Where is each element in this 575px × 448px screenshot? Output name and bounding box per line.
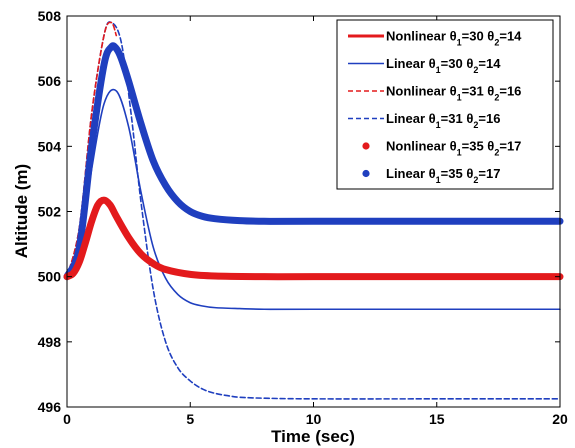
theta1-value: 35	[469, 139, 483, 154]
theta1-value: 35	[448, 166, 462, 181]
theta-symbol: θ	[463, 166, 474, 181]
theta1-value: 31	[469, 84, 483, 99]
theta-symbol: θ	[463, 56, 474, 71]
x-tick-label: 20	[552, 411, 568, 427]
theta-subscript: 1	[436, 175, 441, 185]
equals-sign: =	[441, 56, 449, 71]
legend-prefix: Nonlinear	[386, 139, 450, 154]
theta1-value: 30	[469, 29, 483, 44]
equals-sign: =	[462, 139, 470, 154]
theta-subscript: 1	[436, 65, 441, 75]
series-line-1	[65, 198, 562, 279]
y-tick-label: 506	[38, 73, 62, 89]
equals-sign: =	[478, 56, 486, 71]
y-tick-label: 508	[38, 8, 62, 24]
theta-symbol: θ	[429, 111, 436, 126]
y-tick-label: 500	[38, 269, 62, 285]
theta2-value: 16	[507, 84, 521, 99]
y-tick-label: 502	[38, 204, 62, 220]
equals-sign: =	[499, 84, 507, 99]
x-tick-label: 15	[429, 411, 445, 427]
theta-subscript: 1	[457, 148, 462, 158]
theta-symbol: θ	[450, 84, 457, 99]
theta-subscript: 2	[494, 38, 499, 48]
theta-symbol: θ	[450, 139, 457, 154]
series-line-2	[66, 88, 561, 311]
series-line-6	[63, 42, 564, 281]
theta2-value: 17	[486, 166, 500, 181]
theta-subscript: 1	[457, 38, 462, 48]
x-tick-label: 10	[306, 411, 322, 427]
theta2-value: 16	[486, 111, 500, 126]
legend-box	[336, 19, 554, 190]
theta-subscript: 1	[457, 93, 462, 103]
y-tick-label: 496	[38, 399, 62, 415]
theta1-value: 30	[448, 56, 462, 71]
equals-sign: =	[499, 139, 507, 154]
theta2-value: 17	[507, 139, 521, 154]
equals-sign: =	[478, 111, 486, 126]
y-axis-label: Altitude (m)	[12, 164, 31, 258]
x-axis-label: Time (sec)	[271, 427, 355, 446]
theta-subscript: 2	[473, 120, 478, 130]
legend-label-1: Nonlinear θ1=30 θ2=14	[386, 29, 522, 48]
theta-symbol: θ	[450, 29, 457, 44]
legend-marker-6	[362, 169, 370, 178]
legend-label-6: Linear θ1=35 θ2=17	[386, 166, 500, 185]
ticks-layer: 0 5 10 15 20 496 498 500 502 504 506 508	[38, 8, 568, 427]
legend-label-2: Linear θ1=30 θ2=14	[386, 56, 501, 75]
theta-subscript: 2	[494, 93, 499, 103]
legend-prefix: Nonlinear	[386, 84, 450, 99]
theta-subscript: 2	[494, 148, 499, 158]
theta-subscript: 1	[436, 120, 441, 130]
equals-sign: =	[478, 166, 486, 181]
x-tick-label: 0	[63, 411, 71, 427]
legend-label-4: Linear θ1=31 θ2=16	[386, 111, 500, 130]
theta-symbol: θ	[463, 111, 474, 126]
theta2-value: 14	[486, 56, 501, 71]
theta-subscript: 2	[473, 65, 478, 75]
theta-subscript: 2	[473, 175, 478, 185]
theta-symbol: θ	[429, 56, 436, 71]
theta-symbol: θ	[429, 166, 436, 181]
legend-marker-5	[362, 142, 370, 150]
legend-label-3: Nonlinear θ1=31 θ2=16	[386, 84, 521, 103]
equals-sign: =	[499, 29, 507, 44]
series-layer	[63, 21, 564, 400]
equals-sign: =	[441, 111, 449, 126]
y-tick-label: 498	[38, 334, 62, 350]
equals-sign: =	[462, 84, 470, 99]
theta-symbol: θ	[484, 29, 495, 44]
legend-prefix: Nonlinear	[386, 29, 450, 44]
equals-sign: =	[462, 29, 470, 44]
legend-prefix: Linear	[386, 111, 429, 126]
legend-prefix: Linear	[386, 166, 429, 181]
y-tick-label: 504	[38, 138, 62, 154]
legend-label-5: Nonlinear θ1=35 θ2=17	[386, 139, 521, 158]
theta1-value: 31	[448, 111, 462, 126]
theta2-value: 14	[507, 29, 522, 44]
x-tick-label: 5	[186, 411, 194, 427]
legend-prefix: Linear	[386, 56, 429, 71]
equals-sign: =	[441, 166, 449, 181]
theta-symbol: θ	[484, 139, 495, 154]
theta-symbol: θ	[484, 84, 495, 99]
